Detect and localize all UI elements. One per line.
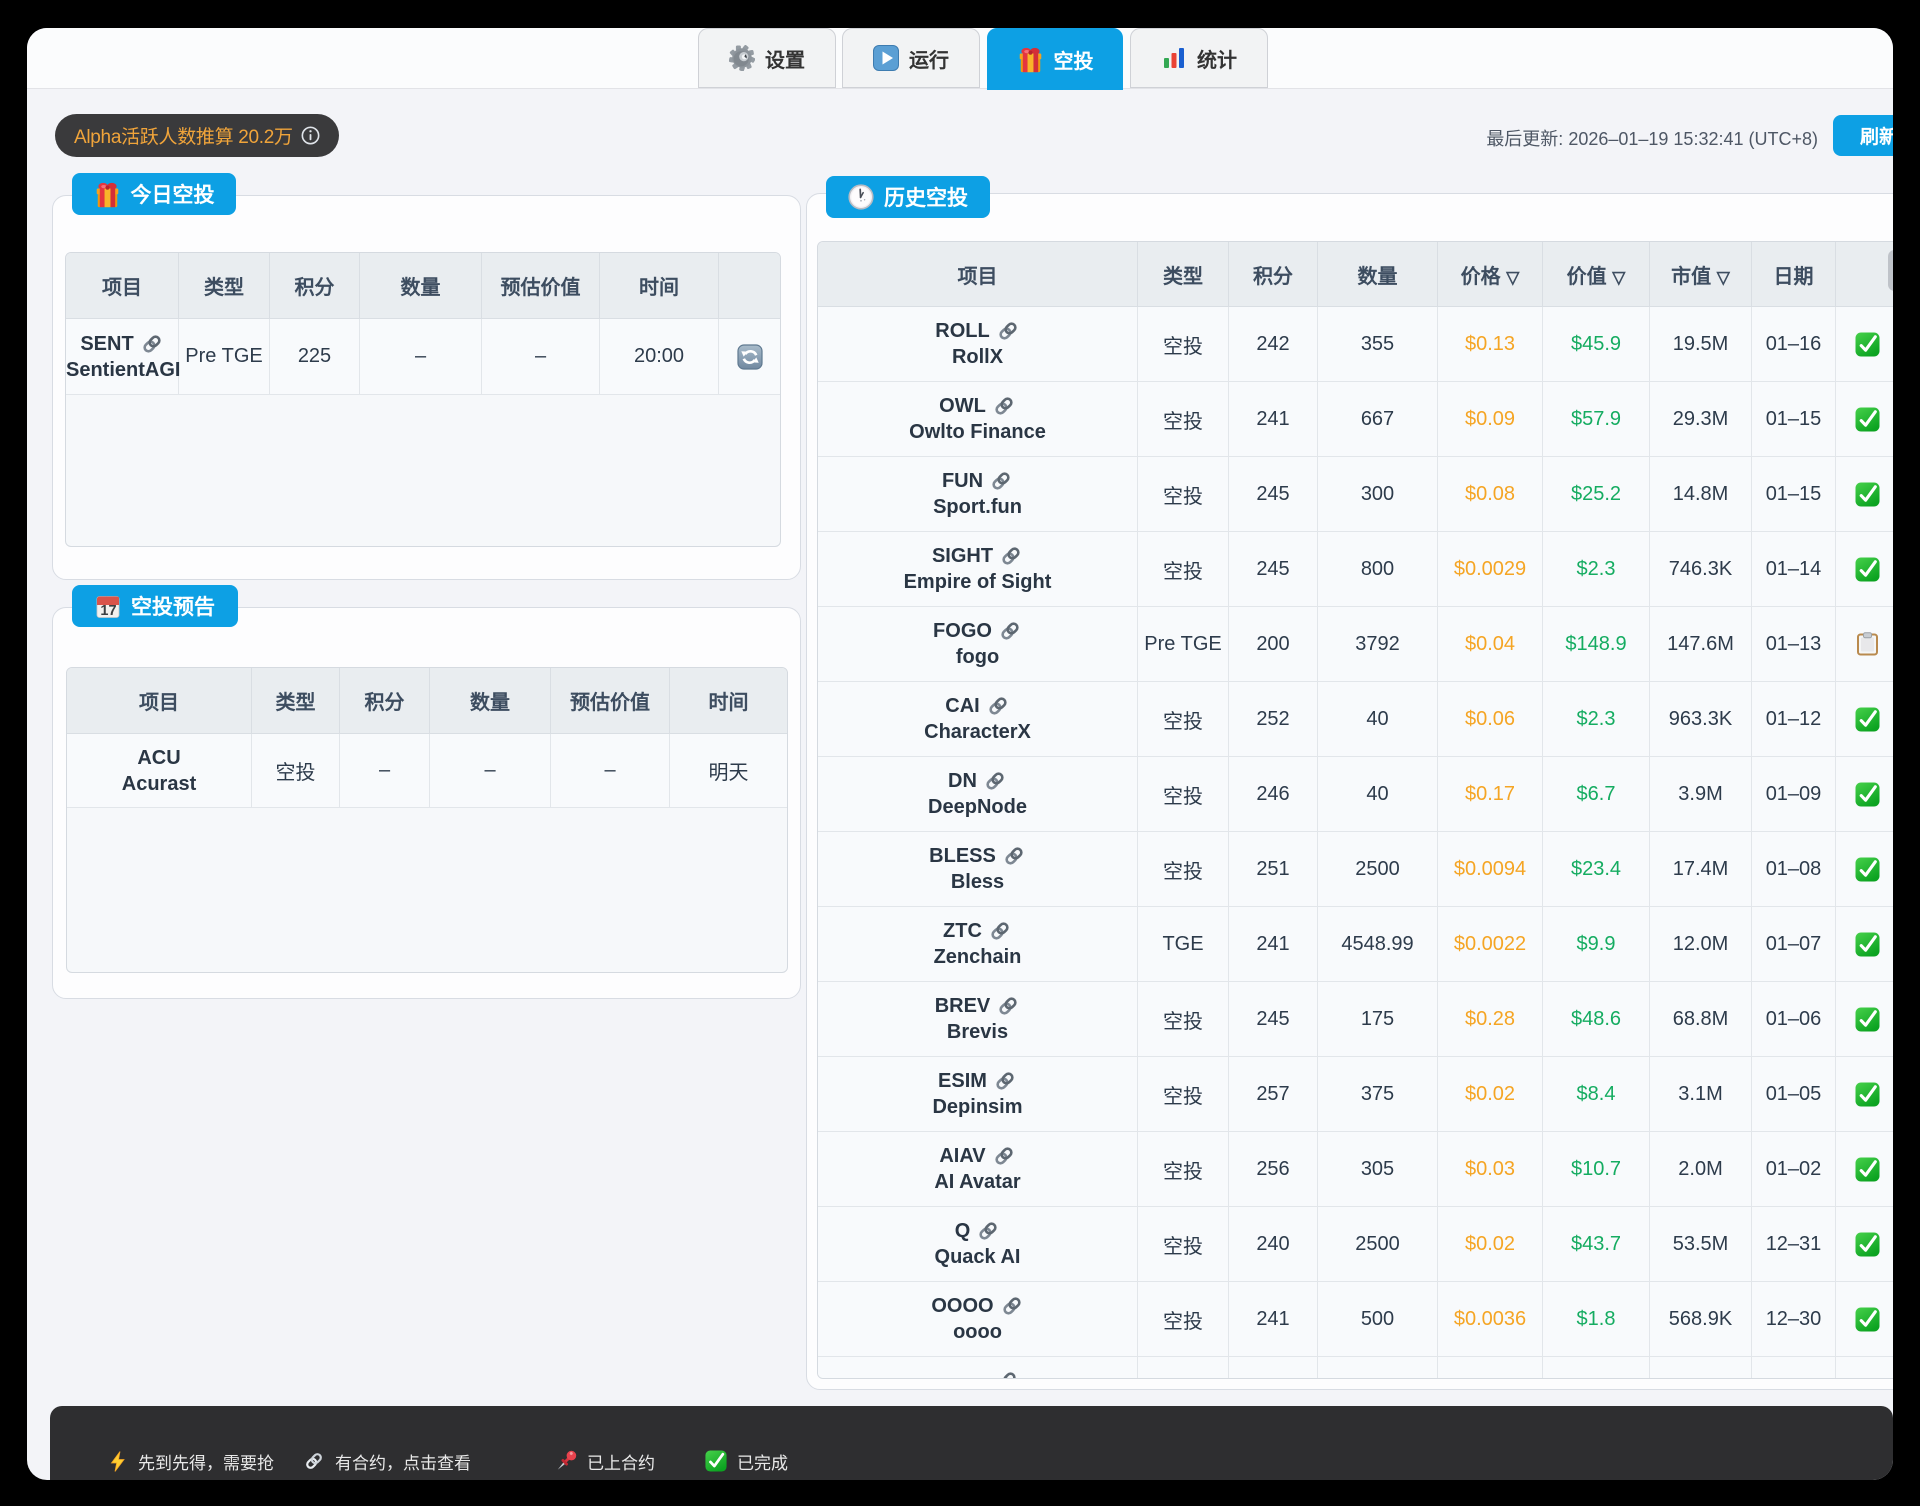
svg-text:17: 17 — [100, 603, 116, 619]
